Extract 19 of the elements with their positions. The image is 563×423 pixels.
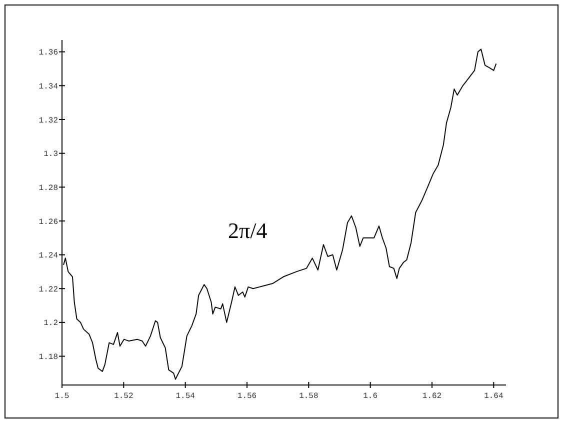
y-tick-label: 1.32: [38, 116, 58, 126]
x-tick-label: 1.52: [114, 392, 134, 401]
x-tick-label: 1.58: [299, 392, 318, 401]
y-tick-label: 1.28: [38, 184, 58, 193]
x-tick-label: 1.56: [237, 392, 257, 401]
y-tick-label: 1.34: [38, 82, 58, 92]
x-tick-label: 1.62: [422, 392, 442, 401]
y-tick-label: 1.24: [38, 252, 58, 261]
x-tick-label: 1.6: [363, 392, 378, 401]
x-tick-label: 1.54: [176, 392, 196, 401]
y-tick-label: 1.26: [38, 218, 58, 227]
y-tick-label: 1.36: [38, 48, 58, 58]
x-tick-label: 1.5: [54, 392, 70, 401]
y-tick-label: 1.18: [38, 353, 58, 362]
y-tick-label: 1.22: [38, 285, 58, 294]
x-tick-label: 1.64: [484, 392, 504, 401]
annotation: 2π/4: [228, 218, 268, 243]
y-tick-label: 1.3: [44, 150, 58, 160]
y-tick-label: 1.2: [44, 319, 58, 328]
